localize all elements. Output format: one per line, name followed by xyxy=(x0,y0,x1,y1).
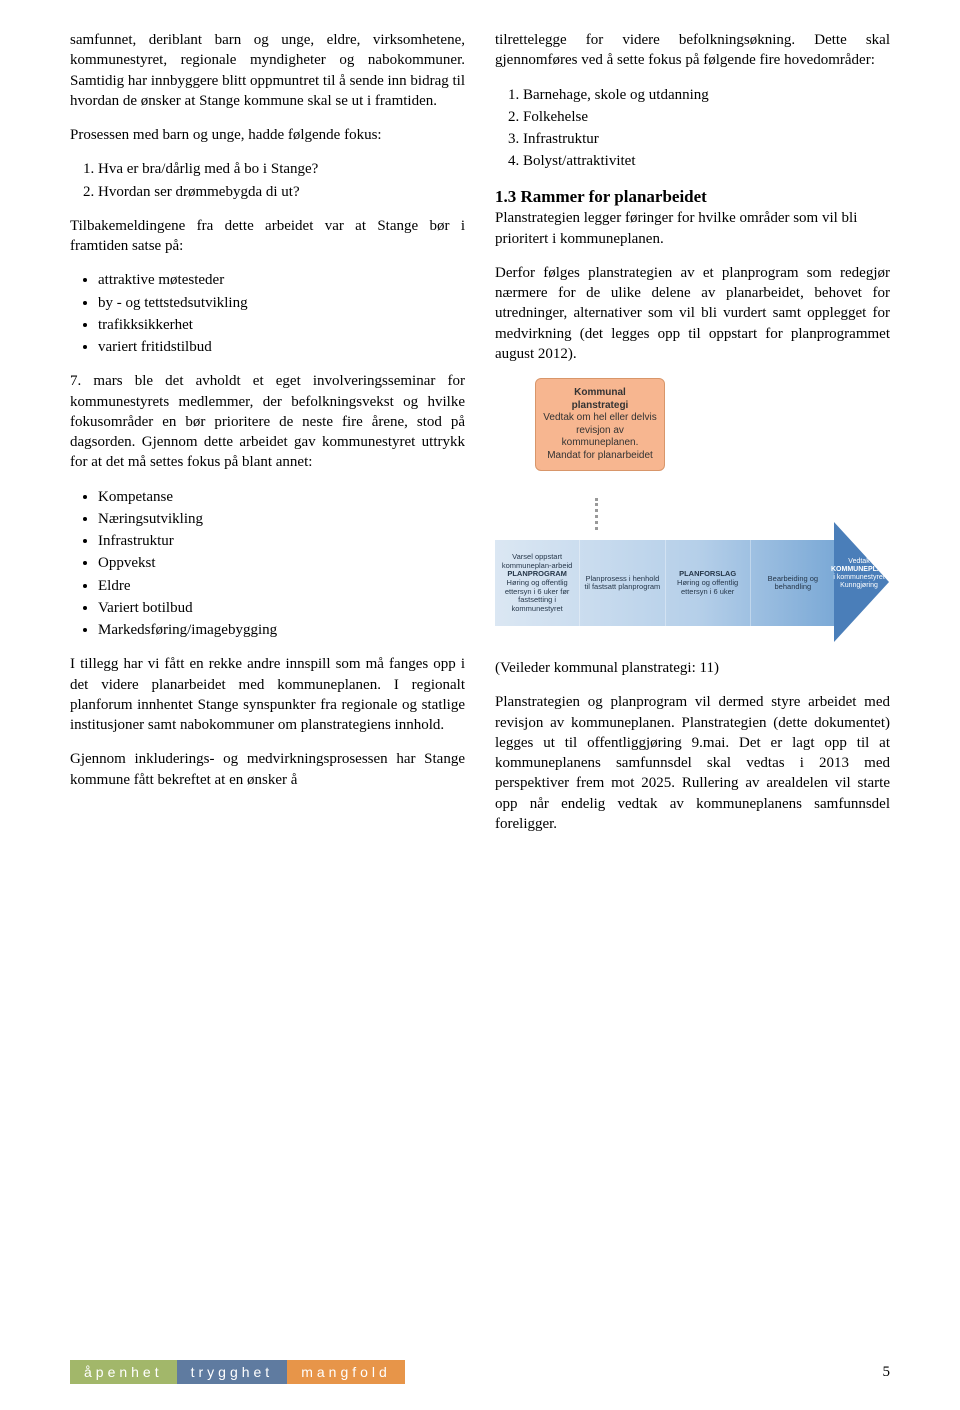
arrow-body: Varsel oppstart kommuneplan-arbeid PLANP… xyxy=(495,540,835,626)
head-l1: Vedtak xyxy=(848,558,869,565)
head-l4: Kunngjøring xyxy=(840,582,878,589)
badge-apenhet: åpenhet xyxy=(70,1360,177,1384)
box1-line2: planstrategi xyxy=(572,400,629,411)
list-item: by - og tettstedsutvikling xyxy=(98,293,465,313)
right-column: tilrettelegge for videre befolkningsøkni… xyxy=(495,30,890,848)
list-item: Oppvekst xyxy=(98,553,465,573)
two-column-layout: samfunnet, deriblant barn og unge, eldre… xyxy=(70,30,890,848)
para-left-5: I tillegg har vi fått en rekke andre inn… xyxy=(70,654,465,735)
c4-l1: Bearbeiding og behandling xyxy=(755,575,831,592)
footer-badges: åpenhet trygghet mangfold xyxy=(70,1360,405,1384)
list-item: Infrastruktur xyxy=(523,129,890,149)
c3-l2: Høring og offentlig ettersyn i 6 uker xyxy=(670,579,746,596)
para-left-1: samfunnet, deriblant barn og unge, eldre… xyxy=(70,30,465,111)
list-item: Bolyst/attraktivitet xyxy=(523,151,890,171)
arrow-flow: Varsel oppstart kommuneplan-arbeid PLANP… xyxy=(495,528,890,638)
list-item: Folkehelse xyxy=(523,107,890,127)
arrow-head-label: Vedtak KOMMUNEPLAN i kommunestyret Kunng… xyxy=(825,558,893,590)
diagram-caption: (Veileder kommunal planstrategi: 11) xyxy=(495,658,890,678)
bullet-list-left-1: attraktive møtesteder by - og tettstedsu… xyxy=(98,270,465,357)
page-number: 5 xyxy=(883,1364,891,1381)
para-left-4: 7. mars ble det avholdt et eget involver… xyxy=(70,371,465,472)
ordered-list-left-1: Hva er bra/dårlig med å bo i Stange? Hvo… xyxy=(98,159,465,202)
list-item: variert fritidstilbud xyxy=(98,337,465,357)
left-column: samfunnet, deriblant barn og unge, eldre… xyxy=(70,30,465,848)
badge-trygghet: trygghet xyxy=(177,1360,288,1384)
c2-l1: Planprosess i henhold til fastsatt planp… xyxy=(584,575,660,592)
list-item: Næringsutvikling xyxy=(98,509,465,529)
diagram-box-planstrategi: Kommunal planstrategi Vedtak om hel elle… xyxy=(535,378,665,471)
list-item: Markedsføring/imagebygging xyxy=(98,620,465,640)
arrow-step-2: Planprosess i henhold til fastsatt planp… xyxy=(580,540,665,626)
para-right-1: tilrettelegge for videre befolkningsøkni… xyxy=(495,30,890,71)
box1-line4: Mandat for planarbeidet xyxy=(547,450,653,461)
para-left-6: Gjennom inkluderings- og medvirkningspro… xyxy=(70,749,465,790)
process-diagram: Kommunal planstrategi Vedtak om hel elle… xyxy=(495,378,890,638)
list-item: Hva er bra/dårlig med å bo i Stange? xyxy=(98,159,465,179)
arrow-step-3: PLANFORSLAG Høring og offentlig ettersyn… xyxy=(666,540,751,626)
list-item: Variert botilbud xyxy=(98,598,465,618)
ordered-list-right-1: Barnehage, skole og utdanning Folkehelse… xyxy=(523,85,890,172)
list-item: trafikksikkerhet xyxy=(98,315,465,335)
bullet-list-left-2: Kompetanse Næringsutvikling Infrastruktu… xyxy=(98,487,465,641)
heading-text: 1.3 Rammer for planarbeidet xyxy=(495,187,707,206)
arrow-step-1: Varsel oppstart kommuneplan-arbeid PLANP… xyxy=(495,540,580,626)
section-heading-1-3: 1.3 Rammer for planarbeidet Planstrategi… xyxy=(495,186,890,249)
list-item: Kompetanse xyxy=(98,487,465,507)
list-item: Eldre xyxy=(98,576,465,596)
list-item: Infrastruktur xyxy=(98,531,465,551)
badge-mangfold: mangfold xyxy=(287,1360,405,1384)
head-l2: KOMMUNEPLAN xyxy=(831,566,887,573)
list-item: Hvordan ser drømmebygda di ut? xyxy=(98,182,465,202)
dotted-connector xyxy=(595,498,598,530)
list-item: Barnehage, skole og utdanning xyxy=(523,85,890,105)
page-footer: åpenhet trygghet mangfold 5 xyxy=(70,1358,890,1386)
c1-l1: Varsel oppstart kommuneplan-arbeid xyxy=(499,553,575,570)
arrow-step-4: Bearbeiding og behandling xyxy=(751,540,835,626)
para-left-2: Prosessen med barn og unge, hadde følgen… xyxy=(70,125,465,145)
c1-l3: Høring og offentlig ettersyn i 6 uker fø… xyxy=(499,579,575,614)
box1-line3: Vedtak om hel eller delvis revisjon av k… xyxy=(543,412,656,448)
para-right-4: Planstrategien og planprogram vil dermed… xyxy=(495,692,890,834)
list-item: attraktive møtesteder xyxy=(98,270,465,290)
para-right-3: Derfor følges planstrategien av et planp… xyxy=(495,263,890,364)
box1-line1: Kommunal xyxy=(574,387,626,398)
para-left-3: Tilbakemeldingene fra dette arbeidet var… xyxy=(70,216,465,257)
head-l3: i kommunestyret xyxy=(833,574,884,581)
para-right-2: Planstrategien legger føringer for hvilk… xyxy=(495,210,857,246)
